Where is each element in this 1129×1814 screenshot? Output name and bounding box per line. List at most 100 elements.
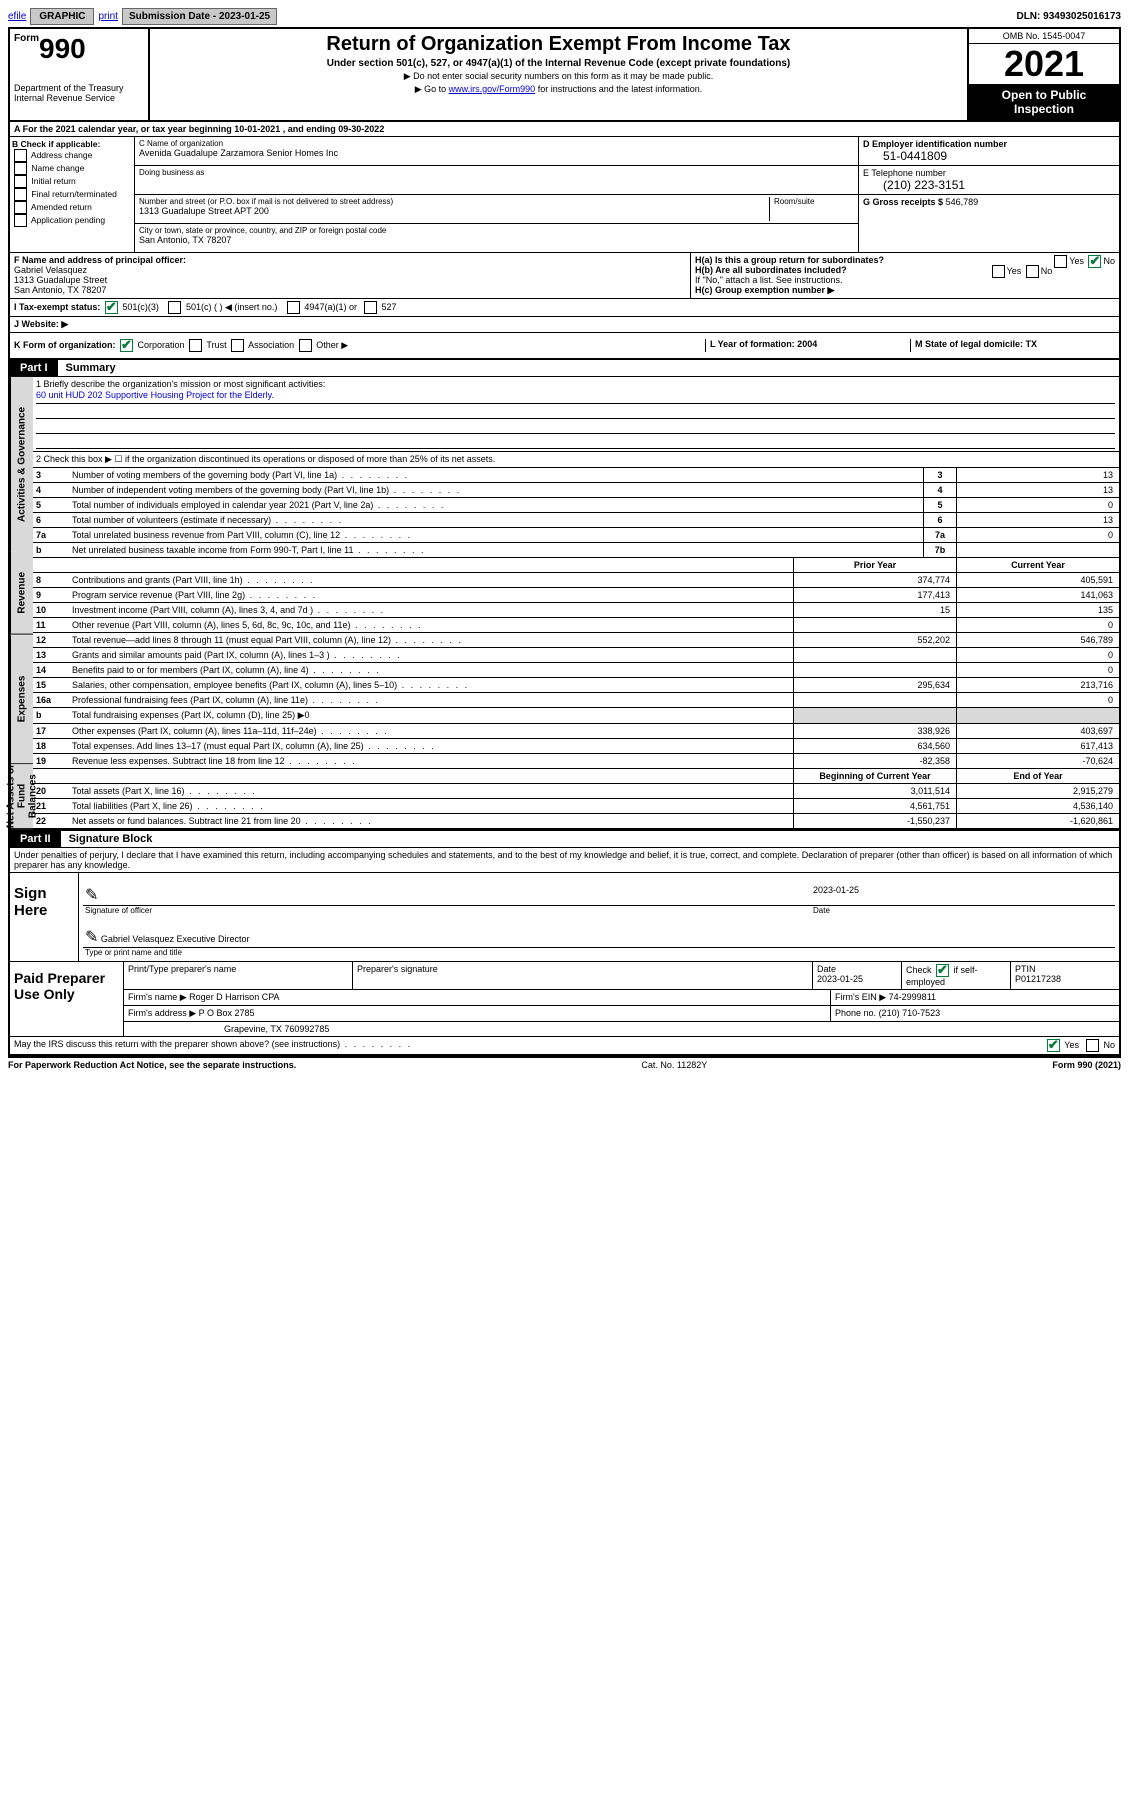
officer-label: F Name and address of principal officer: [14,255,186,265]
officer-addr1: 1313 Guadalupe Street [14,275,107,285]
discuss-row: May the IRS discuss this return with the… [10,1037,1119,1056]
check-name-change[interactable]: Name change [12,162,132,175]
check-corp[interactable] [120,339,133,352]
prep-sig-label: Preparer's signature [353,962,813,989]
sig-date-label: Date [813,906,1113,915]
part2-title: Signature Block [61,831,161,847]
firm-phone-label: Phone no. [835,1008,876,1018]
form-org-label: K Form of organization: [14,340,116,350]
check-self-employed[interactable] [936,964,949,977]
line-a-period: A For the 2021 calendar year, or tax yea… [10,122,1119,137]
check-self-label: Check [906,965,932,975]
prep-date-label: Date [817,964,836,974]
check-527[interactable] [364,301,377,314]
submission-date: Submission Date - 2023-01-25 [122,8,277,25]
ein-value: 51-0441809 [863,149,1115,163]
mission-label: 1 Briefly describe the organization's mi… [36,379,1115,389]
officer-name: Gabriel Velasquez [14,265,87,275]
paid-preparer-label: Paid Preparer Use Only [10,962,124,1036]
summary-row: 10Investment income (Part VIII, column (… [32,603,1119,618]
summary-row: 15Salaries, other compensation, employee… [32,678,1119,693]
omb-number: OMB No. 1545-0047 [969,29,1119,44]
penalty-text: Under penalties of perjury, I declare th… [10,848,1119,872]
summary-row: 5Total number of individuals employed in… [32,498,1119,513]
check-amended-return[interactable]: Amended return [12,201,132,214]
top-toolbar: efile GRAPHIC print Submission Date - 20… [8,8,1121,25]
check-application-pending[interactable]: Application pending [12,214,132,227]
firm-phone: (210) 710-7523 [879,1008,941,1018]
summary-row: 13Grants and similar amounts paid (Part … [32,648,1119,663]
footer-mid: Cat. No. 11282Y [296,1060,1052,1070]
check-address-change[interactable]: Address change [12,149,132,162]
discuss-no[interactable] [1086,1039,1099,1052]
ha-no[interactable] [1088,255,1101,268]
summary-row: 16aProfessional fundraising fees (Part I… [32,693,1119,708]
firm-ein-label: Firm's EIN ▶ [835,992,886,1002]
part2-label: Part II [10,831,61,847]
exempt-status-label: I Tax-exempt status: [14,302,100,312]
prep-date: 2023-01-25 [817,974,863,984]
col-header-be: Beginning of Current Year End of Year [32,769,1119,784]
phone-label: E Telephone number [863,168,1115,178]
suite-label: Room/suite [774,197,854,206]
row-klm: K Form of organization: Corporation Trus… [10,333,1119,360]
form-header: Form990 Department of the Treasury Inter… [10,29,1119,122]
row-f-h: F Name and address of principal officer:… [10,253,1119,299]
section-f: F Name and address of principal officer:… [10,253,691,298]
check-4947[interactable] [287,301,300,314]
discuss-yes[interactable] [1047,1039,1060,1052]
efile-link[interactable]: efile [8,11,26,22]
note-post: for instructions and the latest informat… [535,84,702,94]
mission-blank2 [36,419,1115,434]
graphic-button[interactable]: GRAPHIC [30,8,94,25]
hdr-beg: Beginning of Current Year [793,769,956,783]
sig-officer-label: Signature of officer [85,906,813,915]
mission-text: 60 unit HUD 202 Supportive Housing Proje… [36,389,1115,404]
sign-here-label: Sign Here [10,873,79,961]
note-pre: ▶ Go to [415,84,449,94]
check-501c3[interactable] [105,301,118,314]
org-name-label: C Name of organization [139,139,854,148]
website-label: J Website: ▶ [14,319,68,329]
mission-blank1 [36,404,1115,419]
side-revenue: Revenue [10,552,33,635]
summary-body: Activities & Governance Revenue Expenses… [10,377,1119,829]
summary-row: 4Number of independent voting members of… [32,483,1119,498]
address-value: 1313 Guadalupe Street APT 200 [139,206,769,216]
tax-year: 2021 [969,44,1119,84]
check-initial-return[interactable]: Initial return [12,175,132,188]
hb-no[interactable] [1026,265,1039,278]
mission-block: 1 Briefly describe the organization's mi… [32,377,1119,452]
check-final-return[interactable]: Final return/terminated [12,188,132,201]
summary-row: 19Revenue less expenses. Subtract line 1… [32,754,1119,769]
side-expenses: Expenses [10,635,33,764]
summary-row: 18Total expenses. Add lines 13–17 (must … [32,739,1119,754]
firm-ein: 74-2999811 [889,992,936,1002]
hdr-end: End of Year [956,769,1119,783]
ha-yes[interactable] [1054,255,1067,268]
page-footer: For Paperwork Reduction Act Notice, see … [8,1058,1121,1072]
section-bcd: B Check if applicable: Address change Na… [10,137,1119,253]
mission-blank3 [36,434,1115,449]
print-link[interactable]: print [98,11,117,22]
part1-header: Part I Summary [10,360,1119,377]
summary-row: 7aTotal unrelated business revenue from … [32,528,1119,543]
part1-title: Summary [58,360,124,376]
section-b: B Check if applicable: Address change Na… [10,137,135,252]
line2-block: 2 Check this box ▶ ☐ if the organization… [32,452,1119,468]
check-trust[interactable] [189,339,202,352]
dba-label: Doing business as [139,168,854,177]
firm-name-label: Firm's name ▶ [128,992,187,1002]
hb-yes[interactable] [992,265,1005,278]
check-assoc[interactable] [231,339,244,352]
hc-label: H(c) Group exemption number ▶ [695,285,834,295]
form-title: Return of Organization Exempt From Incom… [154,33,963,56]
check-501c[interactable] [168,301,181,314]
footer-right: Form 990 (2021) [1052,1060,1121,1070]
part2-header: Part II Signature Block [10,829,1119,848]
summary-row: 22Net assets or fund balances. Subtract … [32,814,1119,829]
check-other[interactable] [299,339,312,352]
hb-label: H(b) Are all subordinates included? [695,265,847,275]
firm-addr: P O Box 2785 [199,1008,255,1018]
irs-link[interactable]: www.irs.gov/Form990 [449,84,536,94]
